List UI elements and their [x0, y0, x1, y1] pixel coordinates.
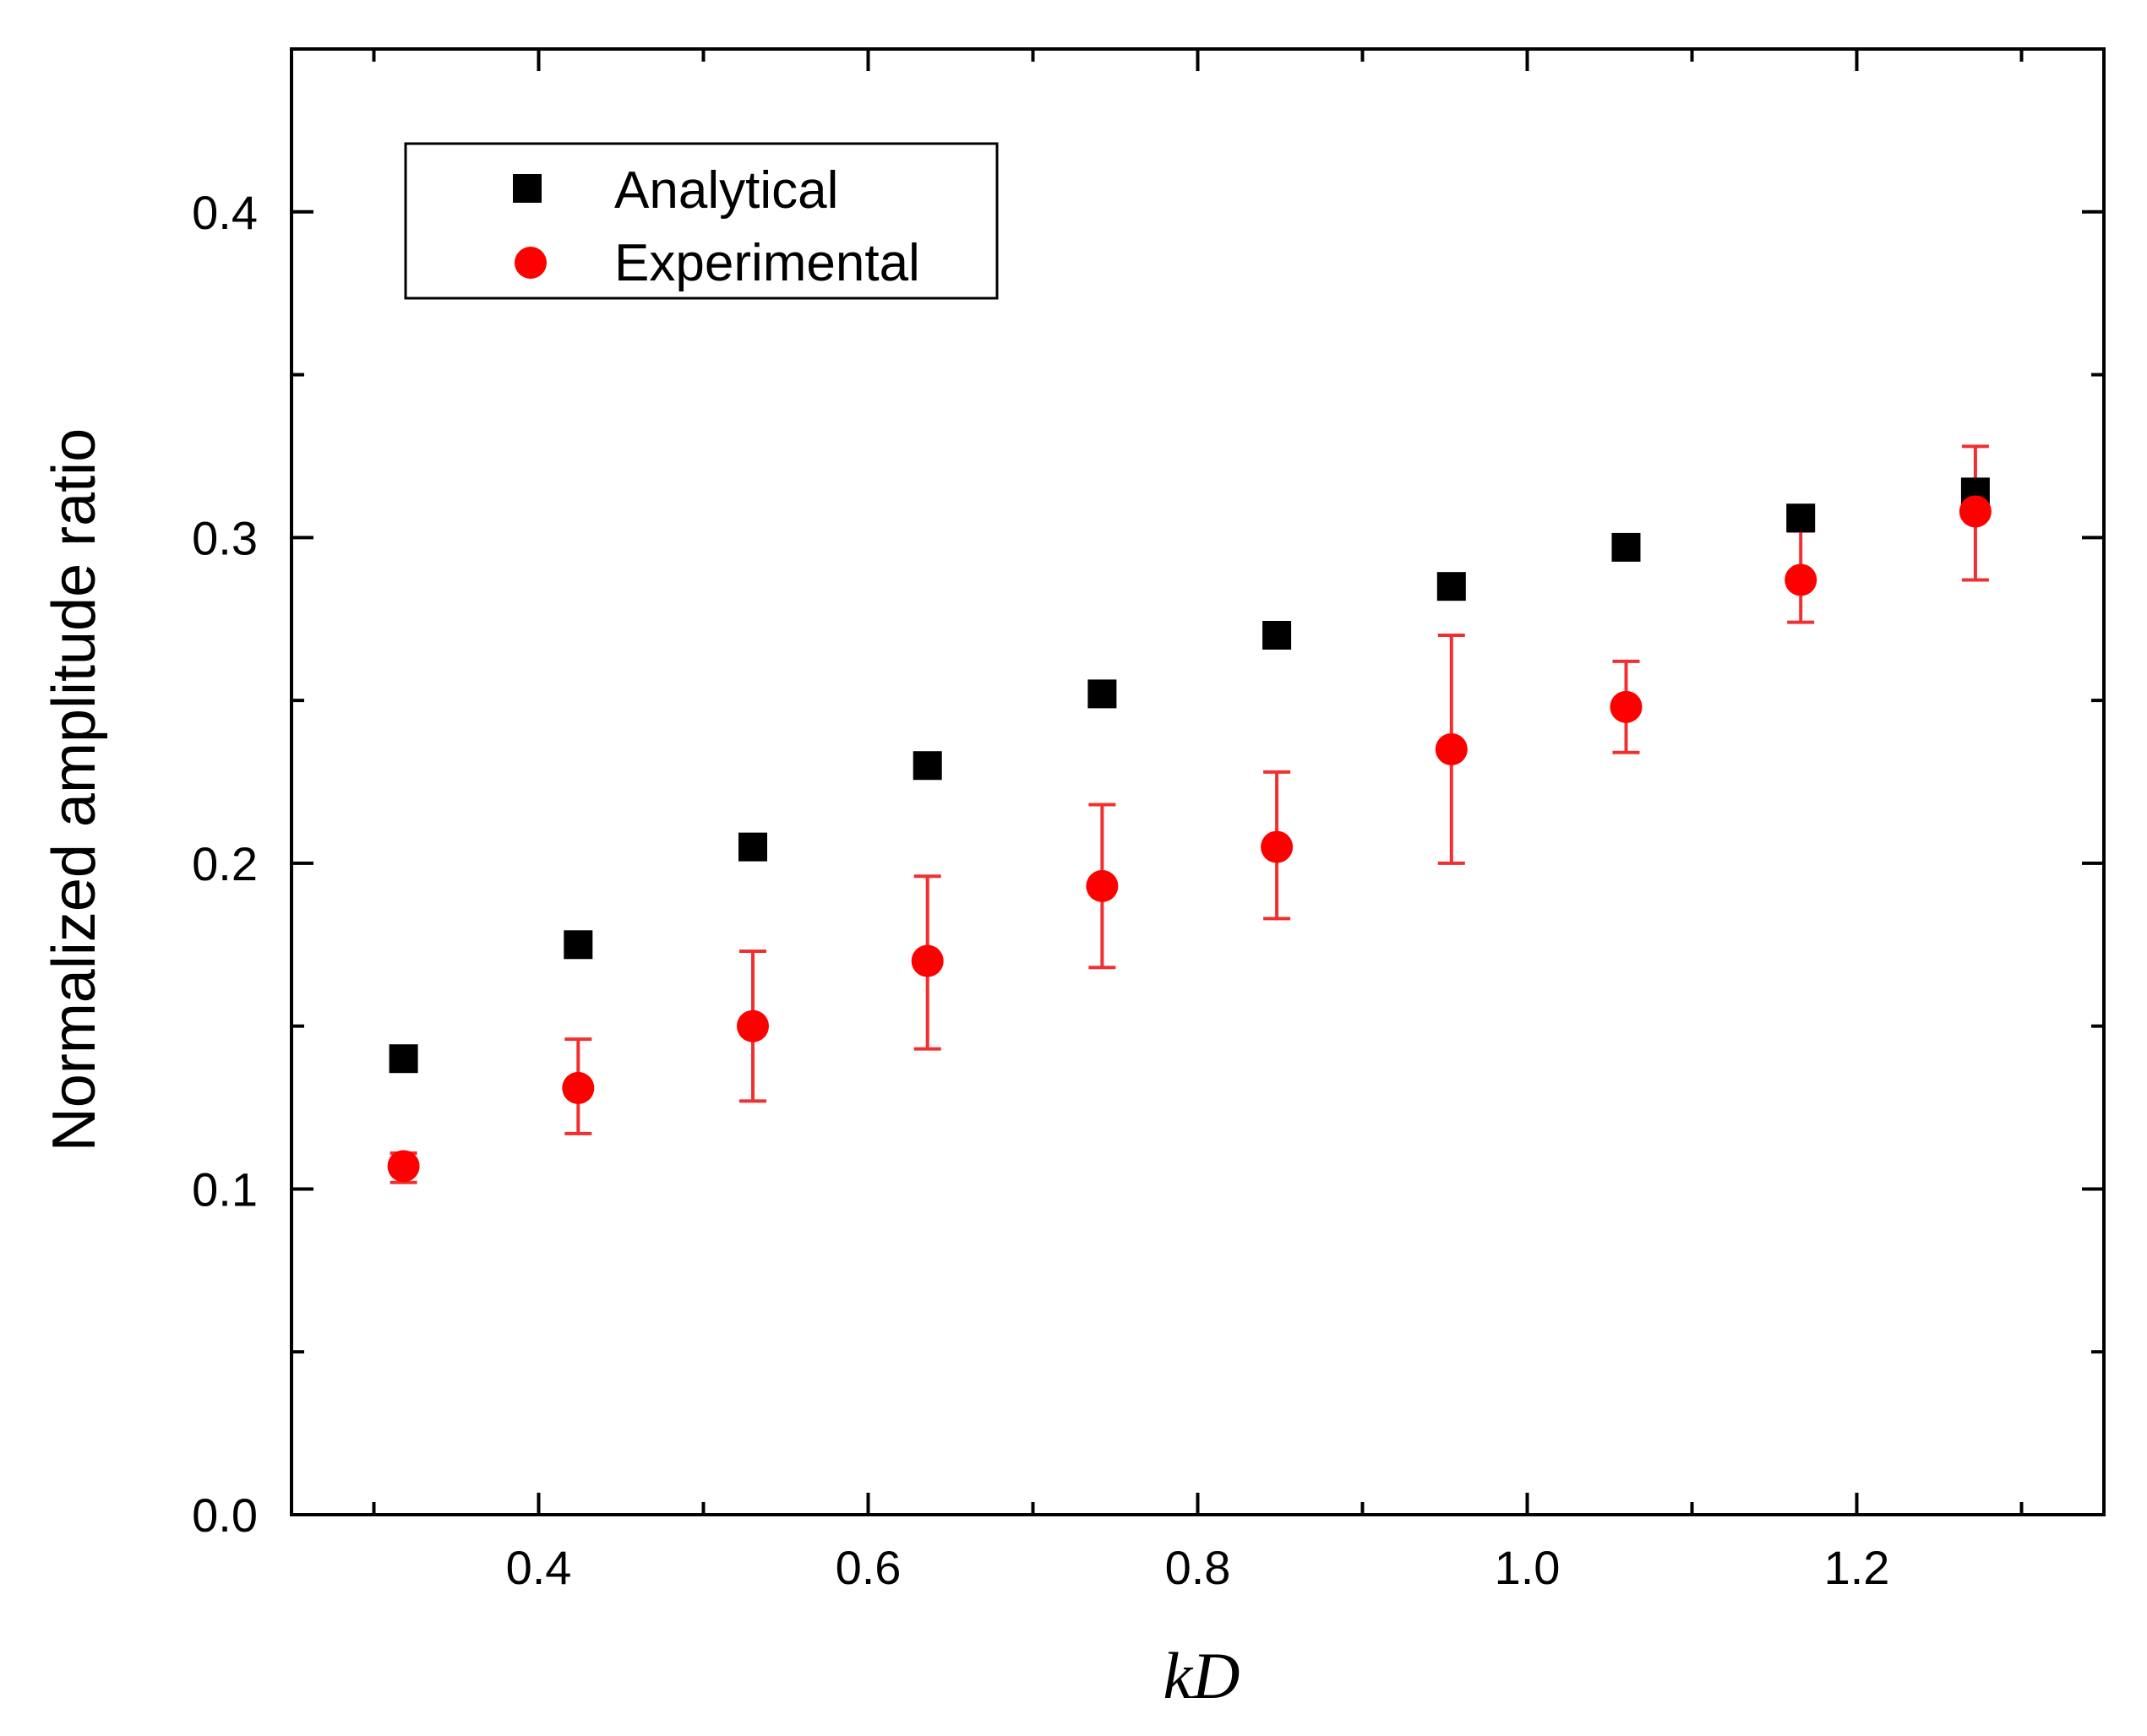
analytical-point [738, 832, 767, 862]
experimental-point [1435, 732, 1468, 765]
y-tick-label: 0.0 [192, 1488, 258, 1542]
legend-box [404, 142, 999, 300]
analytical-point [1262, 621, 1292, 650]
y-axis-title: Normalized amplitude ratio [41, 428, 108, 1151]
analytical-point [913, 751, 942, 781]
legend-marker-analytical [513, 174, 542, 203]
y-tick-label: 0.3 [192, 511, 258, 564]
x-tick-label: 0.6 [836, 1541, 902, 1594]
x-tick-labels: 0.4 0.6 0.8 1.0 1.2 [506, 1541, 1890, 1594]
y-tick-label: 0.1 [192, 1162, 258, 1216]
experimental-point [1610, 690, 1643, 723]
analytical-point [1786, 503, 1816, 533]
x-tick-label: 0.4 [506, 1541, 572, 1594]
experimental-point [737, 1009, 769, 1042]
experimental-point [1785, 563, 1817, 596]
axis-ticks [292, 49, 2104, 1516]
y-tick-label: 0.4 [192, 186, 258, 239]
experimental-point [387, 1150, 420, 1183]
x-tick-label: 0.8 [1165, 1541, 1231, 1594]
x-tick-label: 1.2 [1824, 1541, 1890, 1594]
analytical-point [1436, 572, 1466, 601]
experimental-point [1959, 495, 1992, 528]
analytical-point [1087, 679, 1117, 709]
experimental-point [1261, 830, 1294, 863]
experimental-point [911, 944, 944, 977]
legend-label-analytical: Analytical [614, 161, 838, 220]
x-tick-label: 1.0 [1495, 1541, 1561, 1594]
analytical-point [389, 1044, 418, 1074]
experimental-point [1086, 869, 1119, 902]
series-experimental [387, 495, 1992, 1183]
experimental-point [562, 1071, 595, 1104]
y-tick-label: 0.2 [192, 837, 258, 890]
legend: Analytical Experimental [404, 142, 999, 300]
x-axis-title: kD [1163, 1639, 1240, 1712]
legend-label-experimental: Experimental [614, 234, 920, 292]
legend-marker-experimental [515, 247, 547, 279]
analytical-point [564, 930, 593, 960]
series-analytical [389, 477, 1990, 1074]
error-bars [390, 444, 1989, 1184]
y-tick-labels: 0.0 0.1 0.2 0.3 0.4 [192, 186, 258, 1542]
analytical-point [1611, 532, 1641, 562]
